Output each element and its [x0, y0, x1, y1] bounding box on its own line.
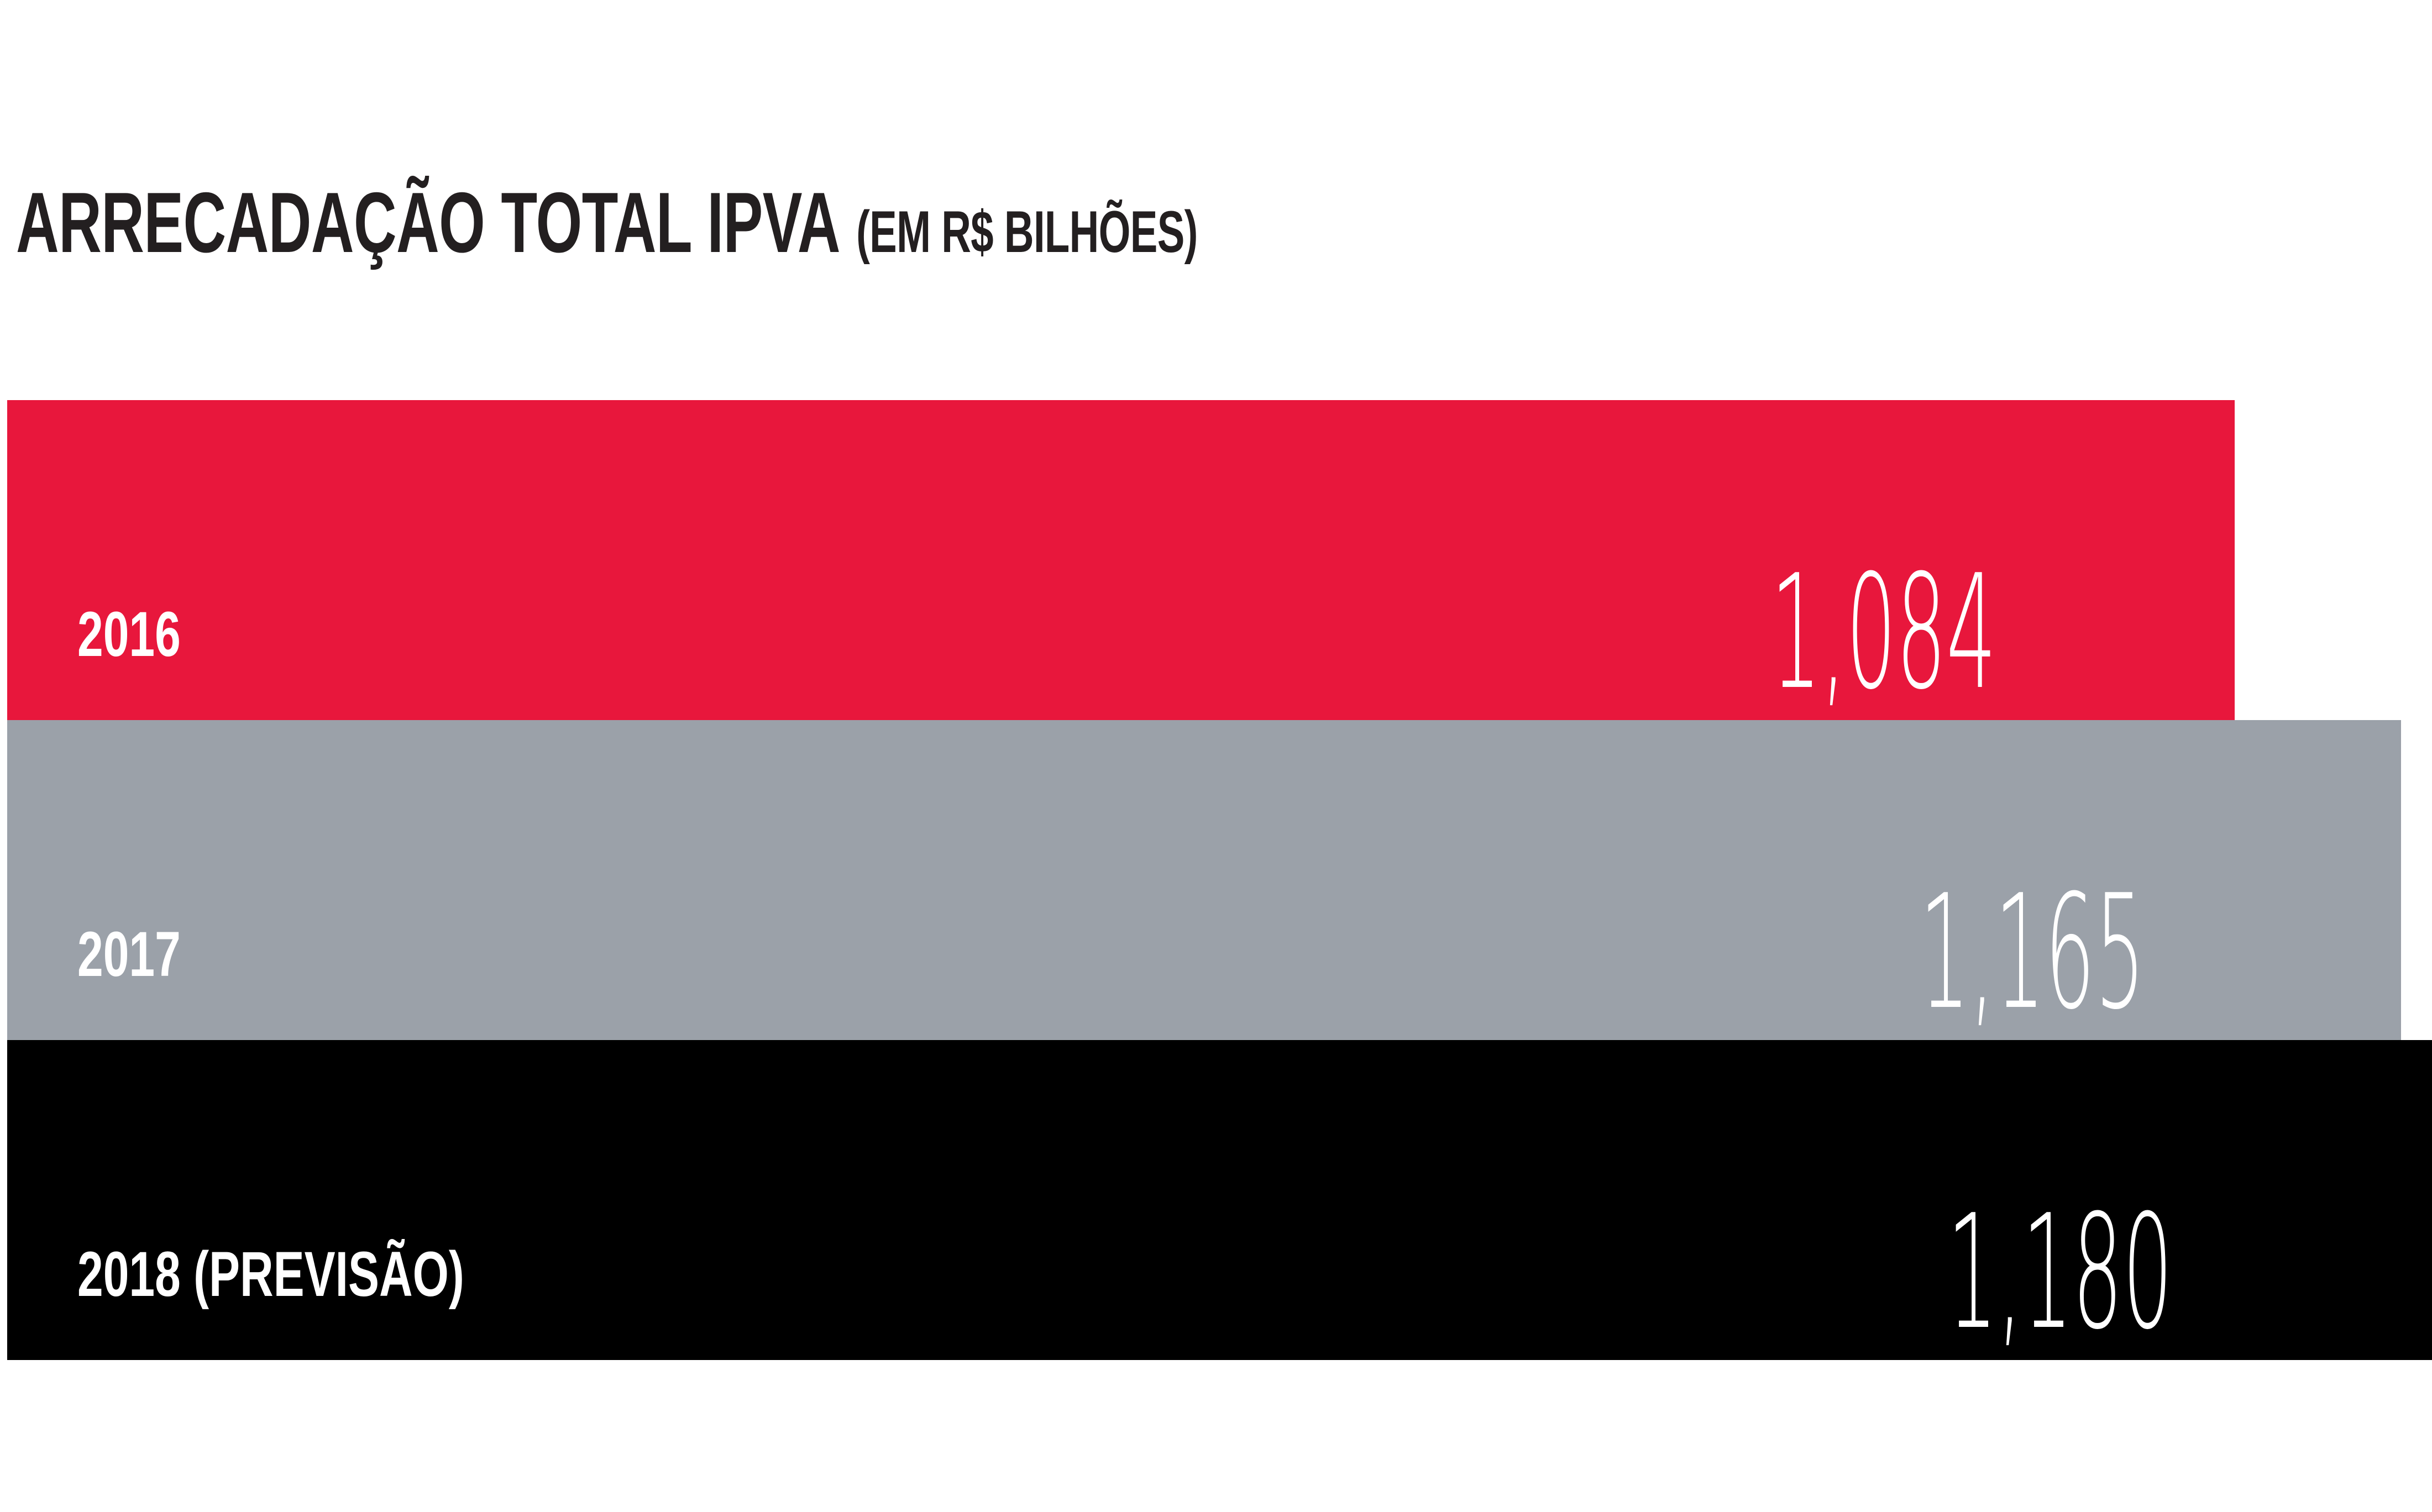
chart-title-block: ARRECADAÇÃO TOTAL IPVA (EM R$ BILHÕES): [16, 180, 1198, 265]
value-label-2016: 1,084: [1770, 541, 1996, 725]
value-label-2018-previsao: 1,180: [1947, 1181, 2173, 1365]
category-label-2016: 2016: [77, 599, 181, 670]
category-label-2017: 2017: [77, 918, 181, 990]
bar-2018-previsao: 2018 (PREVISÃO) 1,180: [7, 1040, 2432, 1360]
bar-2016: 2016 1,084: [7, 400, 2235, 720]
chart-subtitle: (EM R$ BILHÕES): [856, 198, 1198, 265]
bar-chart-area: 2016 1,084 2017 1,165 2018 (PREVISÃO) 1,…: [7, 400, 2432, 1360]
category-label-2018-previsao: 2018 (PREVISÃO): [77, 1238, 464, 1310]
bar-2017: 2017 1,165: [7, 720, 2402, 1045]
value-label-2017: 1,165: [1919, 861, 2145, 1045]
chart-title: ARRECADAÇÃO TOTAL IPVA: [16, 175, 841, 270]
